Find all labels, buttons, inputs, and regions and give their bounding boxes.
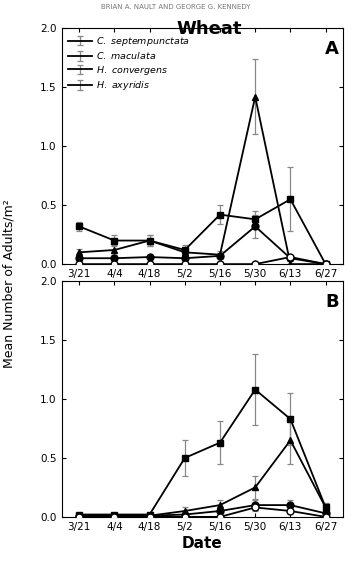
Legend: $\it{C.}$ $\it{septempunctata}$, $\it{C.}$ $\it{maculata}$, $\it{H.}$ $\it{conve: $\it{C.}$ $\it{septempunctata}$, $\it{C.… bbox=[66, 33, 191, 94]
Text: Wheat: Wheat bbox=[177, 20, 242, 38]
Text: BRIAN A. NAULT AND GEORGE G. KENNEDY: BRIAN A. NAULT AND GEORGE G. KENNEDY bbox=[101, 4, 251, 10]
Text: Mean Number of Adults/m²: Mean Number of Adults/m² bbox=[2, 199, 15, 369]
X-axis label: Date: Date bbox=[182, 536, 223, 551]
Text: B: B bbox=[325, 293, 339, 311]
Text: A: A bbox=[325, 40, 339, 58]
